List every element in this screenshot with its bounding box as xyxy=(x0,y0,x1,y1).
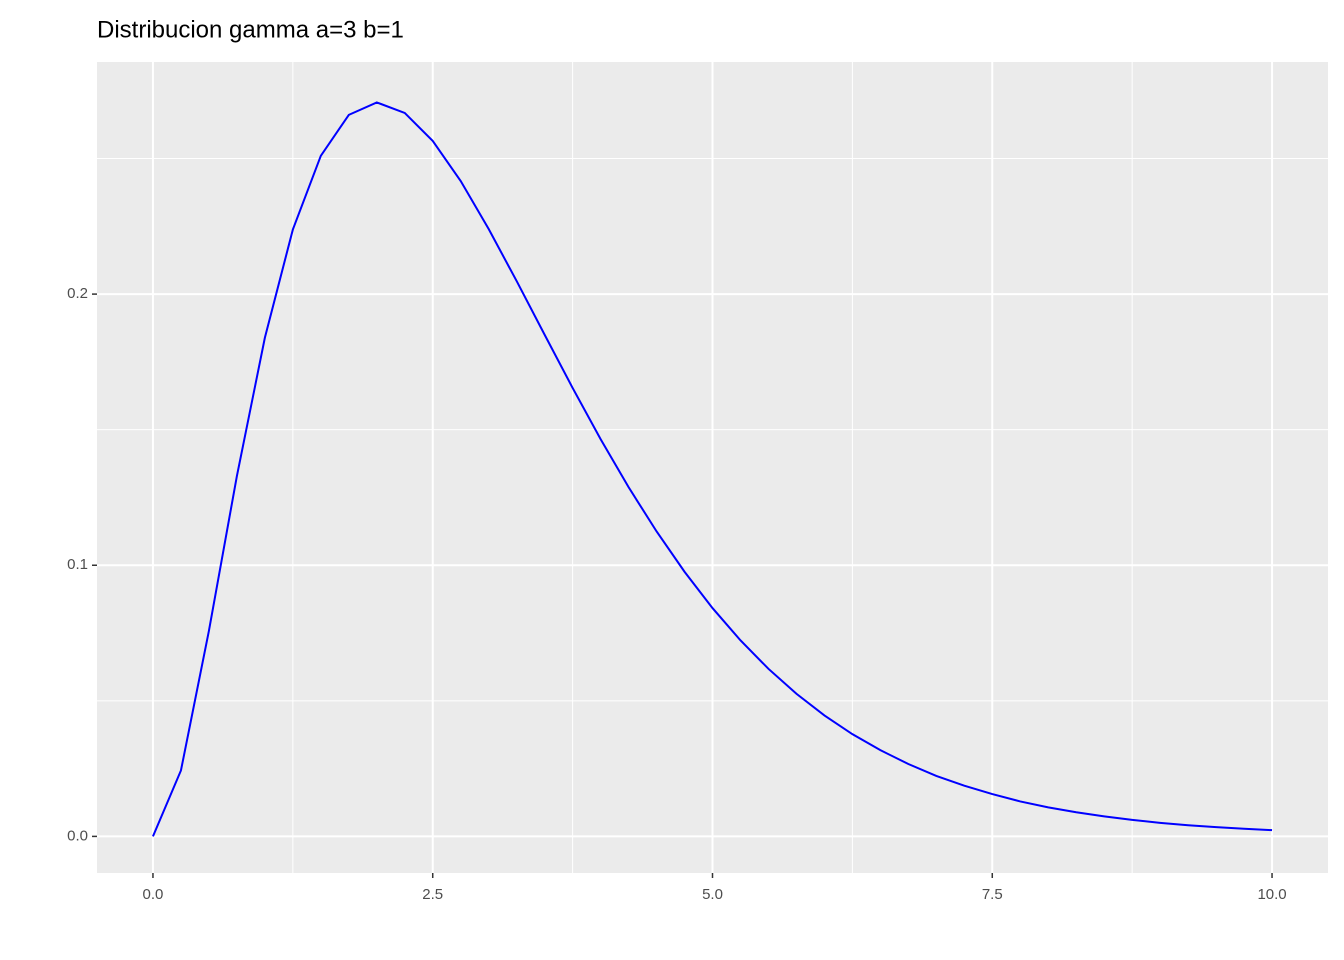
y-tick-label: 0.2 xyxy=(67,285,88,302)
x-tick-label: 7.5 xyxy=(982,886,1003,903)
chart-title: Distribucion gamma a=3 b=1 xyxy=(97,16,404,43)
x-tick-label: 2.5 xyxy=(422,886,443,903)
x-tick-label: 10.0 xyxy=(1257,886,1286,903)
x-tick-label: 0.0 xyxy=(143,886,164,903)
data-line xyxy=(152,101,1273,837)
y-tick-label: 0.0 xyxy=(67,827,88,844)
x-tick-label: 5.0 xyxy=(702,886,723,903)
y-tick-label: 0.1 xyxy=(67,556,88,573)
